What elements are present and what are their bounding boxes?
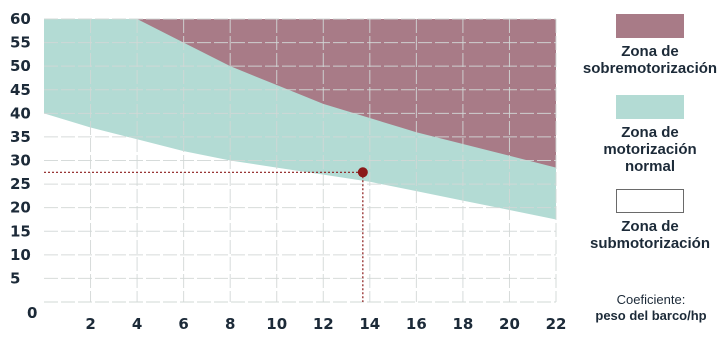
- legend-label-submotorizacion: Zona de submotorización: [590, 218, 711, 252]
- legend-swatch-submotorizacion: [616, 189, 684, 213]
- x-tick-label-12: 12: [313, 315, 334, 333]
- legend-item-sobremotorizacion: Zona de sobremotorización: [583, 14, 717, 77]
- x-tick-label-16: 16: [406, 315, 427, 333]
- y-tick-label-5: 5: [10, 269, 20, 287]
- x-axis-label-line1: Coeficiente:: [616, 292, 686, 307]
- x-tick-label-22: 22: [546, 315, 567, 333]
- zone-sobremotorizacion: [137, 19, 556, 168]
- legend-label-motorizacion-normal: Zona de motorización normal: [603, 124, 697, 175]
- y-tick-label-50: 50: [10, 57, 31, 75]
- y-tick-label-55: 55: [10, 34, 31, 52]
- x-axis-label: Coeficiente: peso del barco/hp: [586, 292, 716, 324]
- origin-tick-label: 0: [27, 304, 37, 322]
- x-tick-label-18: 18: [452, 315, 473, 333]
- legend-item-submotorizacion: Zona de submotorización: [590, 189, 710, 252]
- x-tick-label-8: 8: [225, 315, 235, 333]
- y-tick-label-10: 10: [10, 246, 31, 264]
- marker-point: [357, 167, 368, 178]
- y-tick-label-30: 30: [10, 152, 31, 170]
- x-tick-label-20: 20: [499, 315, 520, 333]
- y-tick-label-20: 20: [10, 199, 31, 217]
- y-tick-label-60: 60: [10, 10, 31, 28]
- x-axis-label-line2: peso del barco/hp: [595, 308, 707, 323]
- legend-swatch-sobremotorizacion: [616, 14, 684, 38]
- x-tick-label-4: 4: [132, 315, 142, 333]
- legend-swatch-motorizacion-normal: [616, 95, 684, 119]
- x-tick-label-10: 10: [266, 315, 287, 333]
- y-tick-label-15: 15: [10, 222, 31, 240]
- x-tick-label-14: 14: [359, 315, 380, 333]
- y-tick-label-45: 45: [10, 81, 31, 99]
- x-tick-label-2: 2: [85, 315, 95, 333]
- y-tick-label-25: 25: [10, 175, 31, 193]
- legend-label-sobremotorizacion: Zona de sobremotorización: [582, 43, 717, 77]
- legend: Zona de sobremotorización Zona de motori…: [583, 10, 717, 252]
- y-tick-label-35: 35: [10, 128, 31, 146]
- legend-item-motorizacion-normal: Zona de motorización normal: [590, 95, 710, 175]
- y-tick-label-40: 40: [10, 104, 31, 122]
- x-tick-label-6: 6: [178, 315, 188, 333]
